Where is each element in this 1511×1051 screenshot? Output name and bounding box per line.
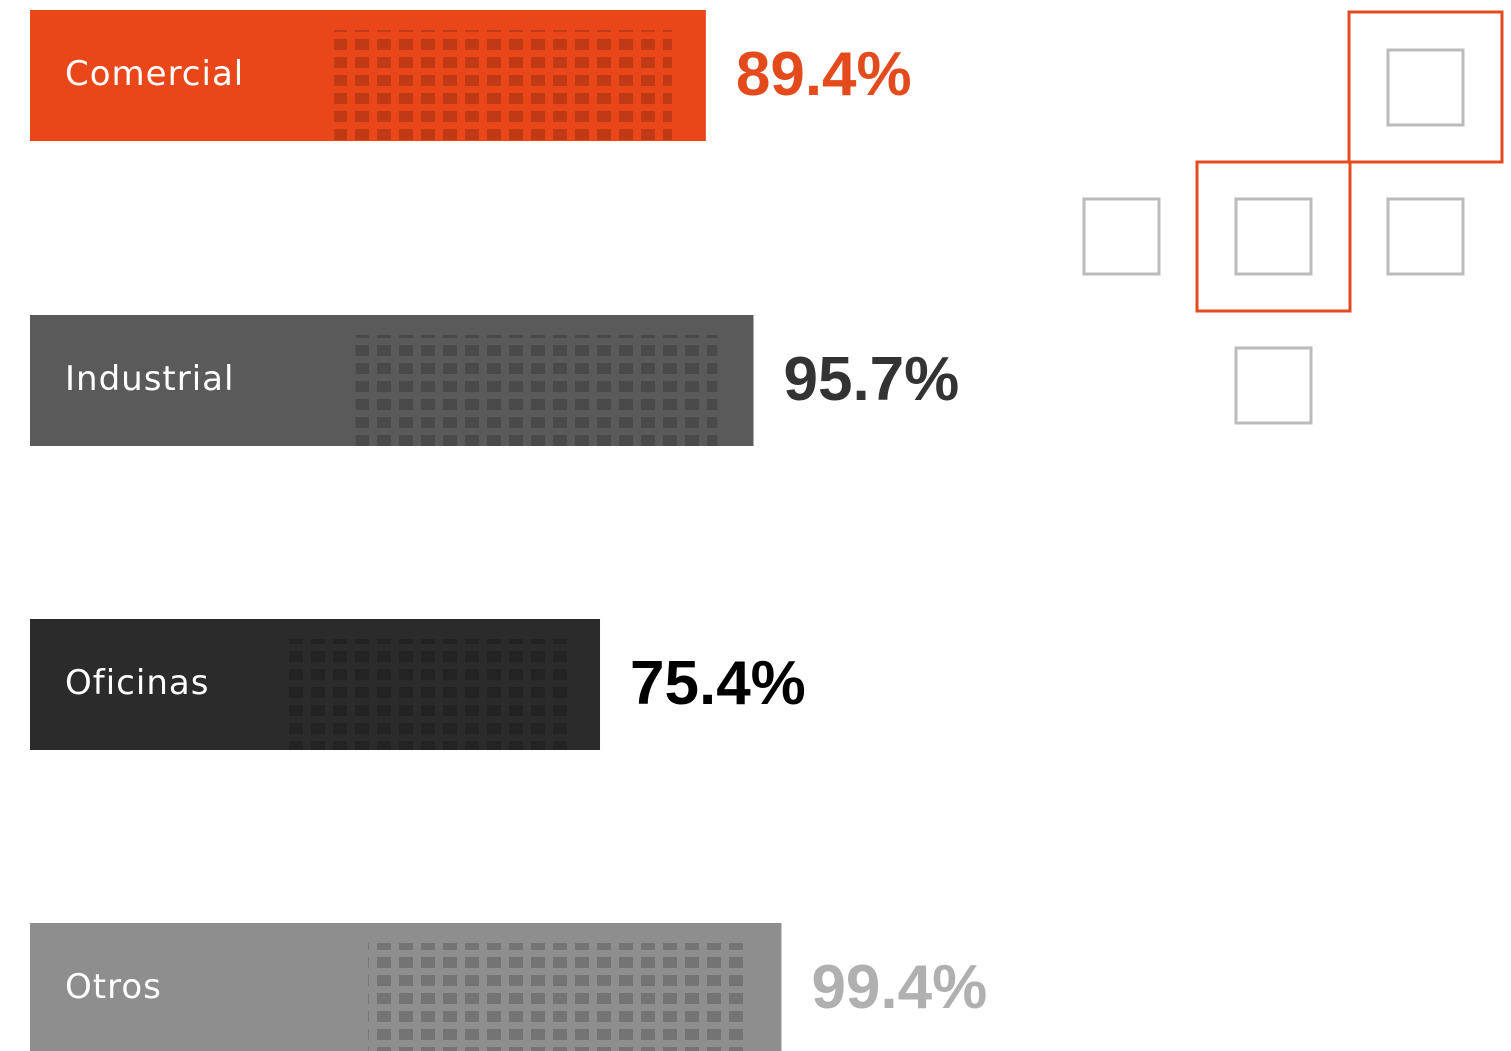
value-label: 95.7% (783, 345, 959, 414)
decoration (1084, 12, 1502, 423)
value-label: 99.4% (811, 953, 987, 1022)
bar-texture (287, 639, 572, 750)
category-label: Otros (65, 967, 162, 1007)
category-label: Oficinas (65, 663, 209, 703)
category-label: Industrial (65, 359, 234, 399)
category-label: Comercial (65, 54, 244, 94)
bar-texture (368, 943, 744, 1051)
value-label: 89.4% (736, 40, 912, 109)
bar-texture (334, 30, 672, 141)
value-label: 75.4% (630, 649, 806, 718)
bar-texture (356, 335, 718, 446)
chart: Comercial 89.4% Industrial 95.7% Oficinas 75.… (0, 0, 1511, 1051)
